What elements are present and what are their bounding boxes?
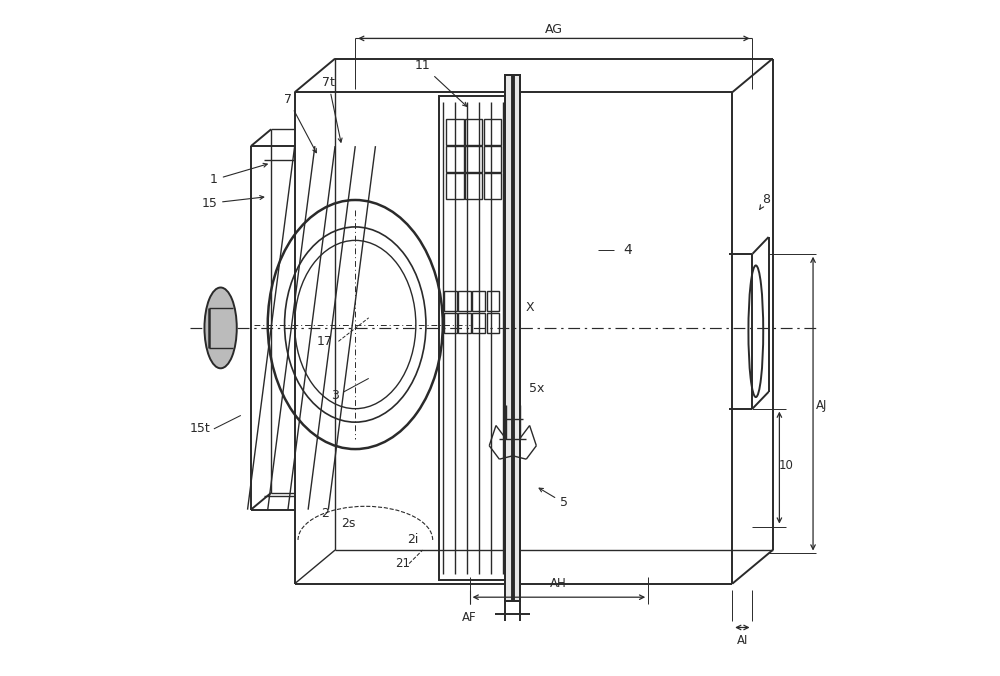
Text: 5x: 5x xyxy=(529,382,545,395)
Text: 2: 2 xyxy=(321,506,329,520)
Bar xyxy=(465,119,482,145)
Bar xyxy=(446,119,464,145)
Bar xyxy=(458,291,471,311)
Text: 5: 5 xyxy=(539,488,568,510)
Text: AH: AH xyxy=(550,577,567,590)
Text: 3: 3 xyxy=(331,389,339,402)
Bar xyxy=(446,173,464,199)
Text: AJ: AJ xyxy=(816,399,827,412)
Text: 2i: 2i xyxy=(407,533,418,546)
Bar xyxy=(484,146,501,172)
Text: AF: AF xyxy=(462,611,477,624)
Text: AI: AI xyxy=(737,635,748,648)
Bar xyxy=(487,291,499,311)
Text: 8: 8 xyxy=(760,193,770,210)
Bar xyxy=(505,76,520,600)
Text: AG: AG xyxy=(545,23,563,36)
Bar xyxy=(472,313,485,333)
Bar xyxy=(472,291,485,311)
Bar xyxy=(465,146,482,172)
Bar xyxy=(465,173,482,199)
Text: 21: 21 xyxy=(395,557,410,570)
Bar xyxy=(439,95,507,581)
Bar xyxy=(446,146,464,172)
Text: 7: 7 xyxy=(284,93,316,153)
Text: 2s: 2s xyxy=(341,516,356,529)
Bar xyxy=(484,173,501,199)
Bar xyxy=(484,119,501,145)
Text: 17: 17 xyxy=(317,335,333,348)
Text: 15: 15 xyxy=(201,195,264,210)
Text: 4: 4 xyxy=(624,243,632,258)
Bar xyxy=(444,313,457,333)
Text: 11: 11 xyxy=(415,59,467,106)
Text: 7t: 7t xyxy=(322,76,342,142)
Bar xyxy=(458,313,471,333)
Ellipse shape xyxy=(204,287,237,368)
Text: 10: 10 xyxy=(779,460,794,473)
Text: 15t: 15t xyxy=(190,422,211,435)
Text: X: X xyxy=(526,301,535,314)
Bar xyxy=(505,76,520,600)
Bar xyxy=(444,291,457,311)
Bar xyxy=(487,313,499,333)
Text: 1: 1 xyxy=(210,164,267,187)
